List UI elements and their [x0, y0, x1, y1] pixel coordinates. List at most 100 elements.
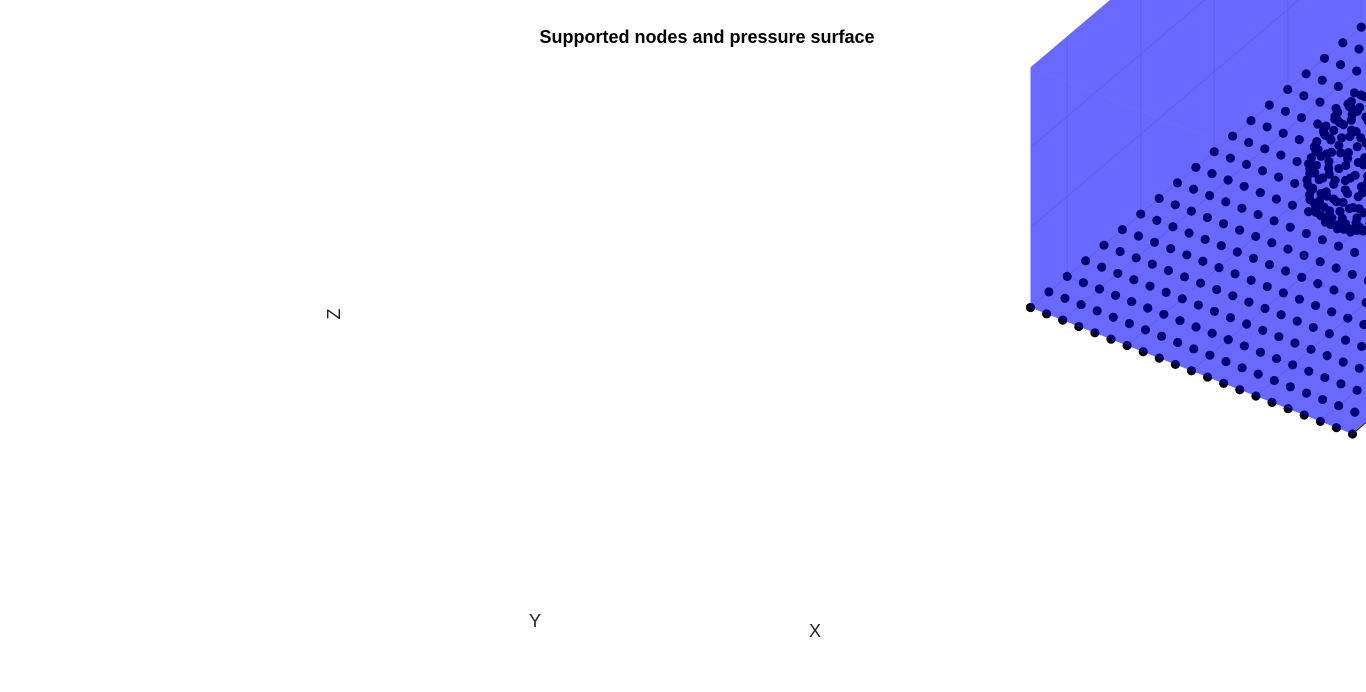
node-point	[1115, 246, 1125, 257]
node-point	[1347, 110, 1357, 120]
node-point	[1145, 281, 1155, 291]
node-point	[1313, 119, 1323, 129]
node-point	[1156, 331, 1167, 341]
node-point	[1143, 303, 1153, 313]
node-point	[1138, 347, 1148, 357]
node-point	[1324, 156, 1334, 167]
node-point	[1308, 322, 1318, 333]
y-axis-label: Y	[529, 611, 541, 631]
node-point	[1361, 138, 1366, 148]
node-point	[1267, 238, 1277, 248]
surface-bottom-face	[1030, 23, 1366, 434]
node-point	[1242, 319, 1252, 329]
node-point	[1147, 259, 1157, 269]
node-point	[1251, 391, 1261, 401]
node-point	[1225, 153, 1235, 163]
node-point	[1278, 288, 1288, 298]
node-point	[1232, 247, 1242, 257]
node-point	[1278, 128, 1288, 138]
node-point	[1352, 213, 1362, 223]
node-point	[1274, 172, 1284, 182]
node-point	[1202, 212, 1213, 223]
node-point	[1228, 291, 1238, 301]
node-point	[1319, 53, 1330, 63]
node-point	[1149, 237, 1160, 247]
node-point	[1223, 335, 1233, 345]
node-point	[1309, 198, 1320, 209]
node-point	[1359, 92, 1366, 102]
node-point	[1221, 356, 1231, 367]
node-point	[1354, 363, 1364, 373]
gridline-wall-z	[1030, 0, 1206, 148]
node-point	[1209, 306, 1220, 316]
node-point	[1166, 244, 1176, 254]
node-point	[1106, 334, 1116, 344]
node-point	[1299, 410, 1309, 420]
node-point	[1237, 203, 1247, 213]
node-point	[1331, 423, 1341, 433]
node-point	[1343, 188, 1353, 199]
node-point	[1216, 241, 1226, 251]
node-point	[1255, 347, 1266, 357]
node-point	[1315, 416, 1325, 426]
node-point	[1299, 250, 1309, 260]
node-point	[1294, 134, 1304, 145]
node-point	[1081, 256, 1091, 266]
node-point	[1280, 106, 1291, 116]
node-point	[1191, 162, 1201, 172]
node-point	[1274, 332, 1284, 342]
node-point	[1117, 225, 1127, 235]
node-point	[1324, 169, 1334, 179]
node-point	[1124, 318, 1134, 329]
node-point	[1267, 397, 1277, 407]
node-point	[1203, 372, 1213, 382]
node-point	[1219, 378, 1229, 388]
node-point	[1262, 122, 1272, 132]
node-point	[1218, 219, 1229, 229]
node-point	[1193, 300, 1203, 310]
node-point	[1189, 344, 1199, 354]
node-point	[1356, 22, 1366, 32]
node-point	[1257, 166, 1268, 176]
node-point	[1361, 298, 1366, 308]
node-point	[1094, 284, 1105, 294]
node-point	[1352, 385, 1362, 395]
node-point	[1336, 219, 1346, 229]
node-point	[1255, 188, 1265, 198]
chart-title: Supported nodes and pressure surface	[539, 27, 874, 47]
node-point	[1345, 291, 1355, 301]
node-point	[1264, 260, 1275, 270]
node-point	[1322, 351, 1332, 361]
z-axis-label: Z	[324, 309, 344, 320]
node-points	[1025, 22, 1366, 439]
node-point	[1173, 337, 1183, 348]
node-point	[1074, 321, 1084, 332]
node-point	[1042, 309, 1052, 319]
node-point	[1200, 234, 1210, 244]
node-point	[1303, 207, 1314, 217]
node-point	[1285, 222, 1295, 232]
node-point	[1308, 163, 1318, 173]
node-point	[1122, 340, 1132, 351]
node-point	[1110, 290, 1121, 300]
node-point	[1324, 329, 1334, 339]
node-point	[1336, 60, 1346, 70]
node-point	[1340, 335, 1351, 345]
node-point	[1172, 178, 1183, 188]
node-point	[1207, 328, 1217, 338]
node-point	[1184, 228, 1194, 238]
node-point	[1170, 359, 1180, 370]
node-point	[1239, 341, 1249, 351]
node-point	[1154, 193, 1164, 204]
node-point	[1152, 215, 1162, 225]
node-point	[1154, 353, 1164, 363]
node-point	[1276, 150, 1286, 160]
node-point	[1241, 159, 1252, 169]
node-point	[1283, 404, 1293, 414]
node-point	[1294, 294, 1305, 304]
node-point	[1301, 69, 1311, 79]
node-point	[1292, 156, 1302, 167]
node-point	[1235, 385, 1245, 395]
node-point	[1329, 179, 1339, 189]
